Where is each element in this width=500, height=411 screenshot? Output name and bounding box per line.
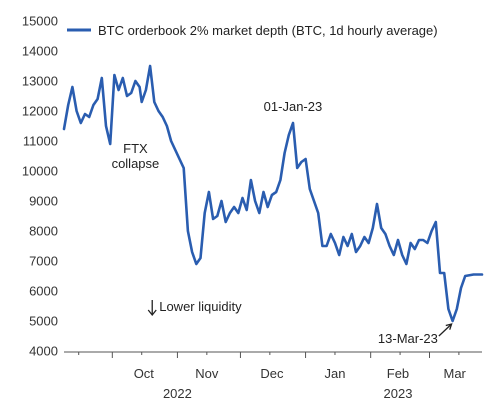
x-tick-label: Jan bbox=[324, 366, 345, 381]
annotation-text: FTX bbox=[123, 141, 148, 156]
x-tick-label: Oct bbox=[134, 366, 155, 381]
y-tick-label: 5000 bbox=[29, 314, 58, 329]
y-tick-label: 8000 bbox=[29, 224, 58, 239]
y-tick-label: 6000 bbox=[29, 284, 58, 299]
series-group bbox=[62, 64, 484, 323]
x-year-label: 2022 bbox=[163, 386, 192, 401]
pointer-arrow-head bbox=[445, 323, 453, 330]
y-tick-label: 7000 bbox=[29, 254, 58, 269]
y-tick-label: 14000 bbox=[22, 44, 58, 59]
x-tick-label: Nov bbox=[195, 366, 219, 381]
y-tick-label: 15000 bbox=[22, 14, 58, 29]
annotation-text: 13-Mar-23 bbox=[378, 331, 438, 346]
y-tick-label: 10000 bbox=[22, 164, 58, 179]
legend: BTC orderbook 2% market depth (BTC, 1d h… bbox=[67, 23, 438, 38]
down-arrow-head bbox=[147, 309, 157, 317]
y-tick-label: 12000 bbox=[22, 104, 58, 119]
y-tick-label: 11000 bbox=[23, 134, 58, 149]
annotation-lower-liquidity: Lower liquidity bbox=[147, 299, 242, 317]
legend-label: BTC orderbook 2% market depth (BTC, 1d h… bbox=[98, 23, 438, 38]
x-year-label: 2023 bbox=[384, 386, 413, 401]
y-tick-label: 4000 bbox=[29, 344, 58, 359]
annotation-13-mar: 13-Mar-23 bbox=[378, 323, 453, 346]
y-axis: 4000 5000 6000 7000 8000 9000 10000 11000 12000 1… bbox=[22, 14, 58, 359]
x-axis: Oct Nov Dec Jan Feb Mar 2022 2023 bbox=[64, 351, 482, 401]
annotation-text: collapse bbox=[112, 156, 160, 171]
annotation-text: Lower liquidity bbox=[159, 299, 242, 314]
y-tick-label: 9000 bbox=[29, 194, 58, 209]
x-tick-label: Mar bbox=[443, 366, 466, 381]
x-tick-label: Dec bbox=[260, 366, 284, 381]
x-tick-label: Feb bbox=[387, 366, 409, 381]
y-tick-label: 13000 bbox=[22, 74, 58, 89]
pointer-arrow-icon bbox=[438, 323, 453, 337]
series-line bbox=[62, 64, 484, 323]
annotation-text: 01-Jan-23 bbox=[264, 99, 323, 114]
